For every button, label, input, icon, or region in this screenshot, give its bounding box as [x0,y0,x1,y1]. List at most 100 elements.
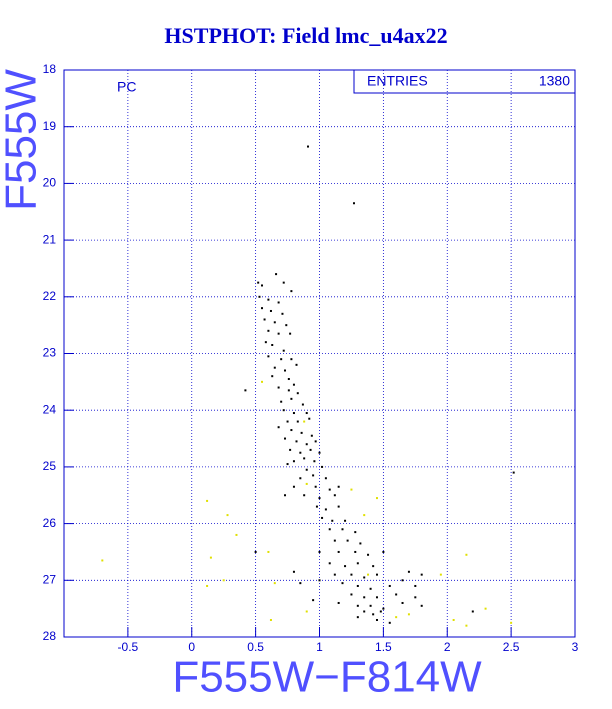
point [292,460,295,463]
point [354,550,357,553]
point [290,290,293,293]
y-tick-label: 27 [43,572,57,586]
point [310,434,313,437]
point [324,508,327,511]
point [299,451,302,454]
y-tick-label: 22 [43,289,57,303]
point [263,318,266,321]
point [369,587,372,590]
point [290,429,293,432]
y-tick-label: 23 [43,346,57,360]
point [452,618,455,621]
point [305,482,308,485]
point [356,562,359,565]
point [324,477,327,480]
point [292,570,295,573]
point [314,440,317,443]
point [388,621,391,624]
point [305,412,308,415]
point [303,457,306,460]
x-tick-label: 2.5 [503,640,520,654]
point [206,584,209,587]
point [289,332,292,335]
point [303,494,306,497]
point [305,610,308,613]
point [307,145,310,148]
point [367,573,370,576]
y-tick-label: 21 [43,232,57,246]
point [295,363,298,366]
point [344,519,347,522]
point [267,550,270,553]
point [273,321,276,324]
point [350,593,353,596]
point [261,284,264,287]
point [344,565,347,568]
point [281,312,284,315]
point [301,403,304,406]
point [292,383,295,386]
point [244,389,247,392]
point [333,573,336,576]
point [401,601,404,604]
point [282,281,285,284]
point [356,584,359,587]
point [277,332,280,335]
point [271,343,274,346]
point [369,604,372,607]
point [401,579,404,582]
point [321,465,324,468]
point [277,386,280,389]
point [510,621,513,624]
x-tick-label: 1 [316,640,323,654]
y-tick-label: 25 [43,459,57,473]
point [341,582,344,585]
point [101,559,104,562]
point [337,505,340,508]
point [318,497,321,500]
point [285,324,288,327]
point [308,417,311,420]
point [289,448,292,451]
point [471,610,474,613]
point [267,298,270,301]
point [296,392,299,395]
point [395,616,398,619]
x-tick-label: 3 [572,640,579,654]
y-tick-label: 20 [43,176,57,190]
point [363,596,366,599]
point [300,431,303,434]
point [379,610,382,613]
point [414,584,417,587]
point [420,604,423,607]
point [375,618,378,621]
x-tick-label: 2 [444,640,451,654]
point [273,582,276,585]
y-tick-label: 18 [43,62,57,76]
y-tick-label: 26 [43,516,57,530]
point [388,584,391,587]
x-tick-label: -0.5 [118,640,139,654]
point [273,366,276,369]
point [375,596,378,599]
x-axis-label: F555W−F814W [172,653,482,702]
point [284,494,287,497]
x-tick-label: 1.5 [375,640,392,654]
point [267,329,270,332]
point [254,550,257,553]
point [318,550,321,553]
point [282,349,285,352]
point [341,528,344,531]
point [292,485,295,488]
x-tick-label: 0.5 [247,640,264,654]
point [295,440,298,443]
point [299,477,302,480]
point [286,463,289,466]
point [372,565,375,568]
point [314,485,317,488]
point [318,451,321,454]
point [313,460,316,463]
point [407,613,410,616]
point [407,570,410,573]
point [375,573,378,576]
